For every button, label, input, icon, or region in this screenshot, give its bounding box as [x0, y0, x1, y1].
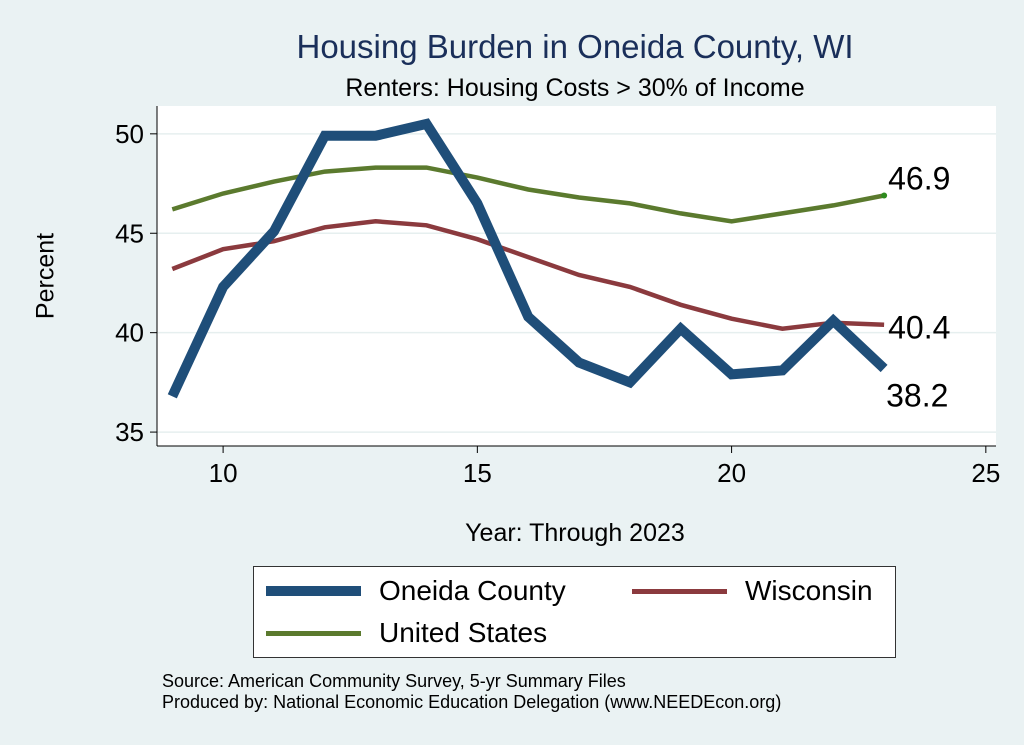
legend-swatch-wisconsin: [632, 588, 727, 594]
legend-label-oneida: Oneida County: [379, 575, 566, 606]
legend-swatch-oneida: [266, 586, 361, 596]
source-line-1: Source: American Community Survey, 5-yr …: [162, 671, 626, 691]
y-tick-label-1: 40: [115, 318, 144, 348]
y-tick-label-0: 35: [115, 417, 144, 447]
chart-title: Housing Burden in Oneida County, WI: [296, 28, 854, 65]
legend-label-united-states: United States: [379, 617, 548, 648]
source-line-2: Produced by: National Economic Education…: [162, 692, 782, 712]
end-label-wisconsin: 40.4: [888, 310, 950, 346]
x-tick-label-2: 20: [717, 458, 746, 488]
legend-item-united-states: United States: [266, 617, 547, 649]
x-tick-label-0: 10: [209, 458, 238, 488]
y-axis-label: Percent: [31, 232, 60, 320]
x-tick-label-1: 15: [463, 458, 492, 488]
y-tick-label-2: 45: [115, 218, 144, 248]
end-label-oneida-county: 38.2: [886, 377, 948, 413]
end-label-united-states: 46.9: [888, 160, 950, 196]
end-marker-united-states: [881, 192, 888, 199]
x-axis-label: Year: Through 2023: [465, 519, 685, 547]
x-tick-label-3: 25: [971, 458, 1000, 488]
legend-item-oneida: Oneida County: [266, 575, 566, 607]
legend-swatch-united-states: [266, 630, 361, 636]
legend-label-wisconsin: Wisconsin: [745, 575, 873, 606]
source-note: Source: American Community Survey, 5-yr …: [162, 671, 781, 713]
y-tick-label-3: 50: [115, 119, 144, 149]
legend: Oneida County Wisconsin United States: [253, 566, 896, 658]
legend-item-wisconsin: Wisconsin: [632, 575, 873, 607]
chart-subtitle: Renters: Housing Costs > 30% of Income: [345, 74, 805, 102]
